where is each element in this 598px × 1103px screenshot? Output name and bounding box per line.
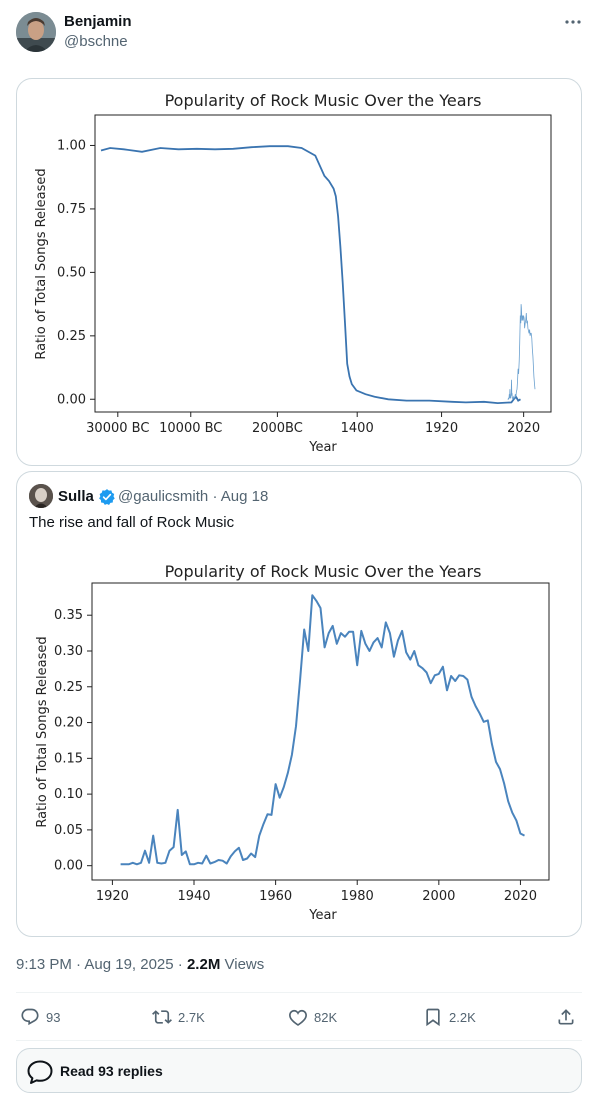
x-tick-label: 30000 BC: [86, 421, 149, 436]
y-tick-label: 0.00: [57, 392, 86, 407]
separator-dot: ·: [177, 956, 187, 973]
reply-icon: [21, 1008, 39, 1026]
verified-badge-icon: [98, 488, 116, 506]
like-count: 82K: [314, 1009, 338, 1025]
x-tick-label: 1940: [177, 889, 210, 904]
views-count: 2.2M: [186, 956, 221, 973]
series-line-historic: [100, 145, 521, 405]
quote-avatar: [29, 484, 53, 508]
bookmark-count: 2.2K: [449, 1009, 476, 1025]
like-button[interactable]: 82K: [288, 1000, 337, 1034]
repost-button[interactable]: 2.7K: [152, 1000, 205, 1034]
chart-title: Popularity of Rock Music Over the Years: [165, 91, 482, 110]
author-handle[interactable]: @bschne: [64, 33, 128, 50]
plot-frame: [91, 582, 550, 881]
y-tick-label: 0.25: [57, 329, 86, 344]
quote-date: Aug 18: [220, 488, 269, 505]
x-tick-label: 2020: [504, 889, 537, 904]
x-tick-label: 1400: [341, 421, 374, 436]
line-chart-modern: Popularity of Rock Music Over the Years …: [35, 562, 550, 923]
y-tick-label: 1.00: [57, 138, 86, 153]
heart-icon: [289, 1009, 307, 1026]
bookmark-button[interactable]: 2.2K: [423, 1000, 476, 1034]
reply-count: 93: [46, 1009, 61, 1025]
repost-icon: [152, 1010, 172, 1024]
media-image[interactable]: Popularity of Rock Music Over the Years …: [16, 78, 582, 466]
action-bar: 93 2.7K 82K 2.2K: [16, 1000, 582, 1034]
quoted-tweet[interactable]: Sulla @gaulicsmith · Aug 18 The rise and…: [16, 471, 582, 937]
x-tick-label: 1920: [96, 889, 129, 904]
plot-frame: [94, 114, 552, 413]
x-tick-label: 2000BC: [252, 421, 303, 436]
divider: [16, 992, 582, 993]
share-icon: [558, 1009, 574, 1025]
x-tick-label: 1960: [259, 889, 292, 904]
quote-text: The rise and fall of Rock Music: [29, 514, 235, 531]
quote-author-handle: @gaulicsmith · Aug 18: [118, 488, 268, 505]
repost-count: 2.7K: [178, 1009, 205, 1025]
avatar-photo-icon: [16, 12, 56, 52]
y-axis-label: Ratio of Total Songs Released: [34, 168, 49, 359]
read-replies-label: Read 93 replies: [60, 1063, 163, 1079]
views-label: Views: [224, 956, 265, 973]
chat-bubble-icon: [27, 1060, 53, 1084]
y-tick-label: 0.30: [54, 644, 83, 659]
series-line-modern: [507, 304, 536, 400]
y-tick-label: 0.05: [54, 823, 83, 838]
y-tick-label: 0.75: [57, 202, 86, 217]
line-chart-long-range: Popularity of Rock Music Over the Years …: [34, 91, 552, 455]
x-tick-label: 2020: [507, 421, 540, 436]
reply-button[interactable]: 93: [20, 1000, 60, 1034]
x-tick-label: 1920: [425, 421, 458, 436]
x-tick-label: 2000: [422, 889, 455, 904]
tweet-header: Benjamin @bschne: [0, 0, 598, 64]
x-axis-label: Year: [308, 908, 337, 923]
quote-author-name: Sulla: [58, 488, 94, 505]
y-tick-label: 0.00: [54, 859, 83, 874]
quote-avatar-photo-icon: [29, 484, 53, 508]
tweet-meta: 9:13 PM · Aug 19, 2025 · 2.2M Views: [16, 956, 264, 973]
divider: [16, 1040, 582, 1041]
x-tick-label: 10000 BC: [159, 421, 222, 436]
avatar[interactable]: [16, 12, 56, 52]
separator-dot: ·: [212, 488, 221, 505]
chart-title: Popularity of Rock Music Over the Years: [165, 562, 482, 581]
read-replies-button[interactable]: Read 93 replies: [16, 1048, 582, 1093]
series-line: [120, 594, 525, 866]
y-tick-label: 0.10: [54, 787, 83, 802]
y-tick-label: 0.20: [54, 716, 83, 731]
y-tick-label: 0.15: [54, 751, 83, 766]
share-button[interactable]: [556, 1000, 576, 1034]
x-axis-label: Year: [308, 440, 337, 455]
bookmark-icon: [426, 1008, 440, 1027]
quote-handle-text: @gaulicsmith: [118, 488, 209, 505]
timestamp[interactable]: 9:13 PM · Aug 19, 2025: [16, 956, 174, 973]
y-axis-label: Ratio of Total Songs Released: [35, 636, 50, 827]
y-tick-label: 0.50: [57, 265, 86, 280]
y-tick-label: 0.35: [54, 608, 83, 623]
x-tick-label: 1980: [341, 889, 374, 904]
author-name[interactable]: Benjamin: [64, 13, 132, 30]
more-options-icon[interactable]: [562, 12, 584, 32]
y-tick-label: 0.25: [54, 680, 83, 695]
